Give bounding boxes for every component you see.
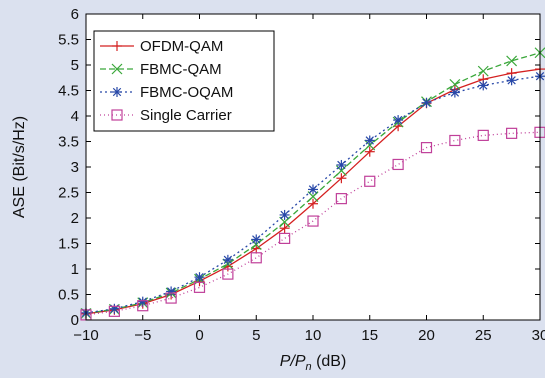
data-point bbox=[335, 193, 347, 205]
data-point bbox=[165, 292, 177, 304]
y-tick-label: 0.5 bbox=[58, 287, 79, 304]
data-point bbox=[308, 198, 318, 209]
x-tick-label: 0 bbox=[195, 327, 203, 344]
data-point bbox=[193, 281, 206, 293]
data-point bbox=[336, 159, 347, 170]
y-tick-label: 5.5 bbox=[58, 32, 79, 49]
legend-box bbox=[93, 30, 275, 132]
data-point bbox=[194, 272, 205, 283]
data-point bbox=[308, 184, 318, 195]
data-point bbox=[478, 80, 489, 91]
legend-label: OFDM-QAM bbox=[140, 38, 223, 55]
data-point bbox=[222, 268, 234, 280]
y-tick-label: 4 bbox=[71, 108, 79, 125]
y-axis-label: ASE (Bit/s/Hz) bbox=[11, 116, 28, 218]
data-point bbox=[421, 97, 432, 108]
legend-item: Single Carrier bbox=[100, 107, 232, 124]
x-tick-label: −10 bbox=[73, 327, 98, 344]
x-axis-label: P/Pn (dB) bbox=[280, 353, 347, 373]
data-point bbox=[364, 175, 376, 187]
data-point bbox=[109, 303, 120, 314]
legend-item: FBMC-OQAM bbox=[100, 84, 233, 101]
y-tick-label: 6 bbox=[71, 6, 79, 23]
series-layer bbox=[80, 47, 545, 321]
series-single-carrier bbox=[80, 126, 545, 321]
data-point bbox=[112, 41, 122, 51]
y-tick-label: 3.5 bbox=[58, 134, 79, 151]
data-point bbox=[279, 232, 291, 244]
legend-label: FBMC-OQAM bbox=[140, 84, 233, 101]
data-point bbox=[335, 165, 347, 176]
y-tick-label: 5 bbox=[71, 57, 79, 74]
legend-label: Single Carrier bbox=[140, 107, 232, 124]
x-tick-label: 25 bbox=[475, 327, 492, 344]
y-tick-label: 2 bbox=[71, 210, 79, 227]
y-tick-label: 4.5 bbox=[58, 83, 79, 100]
y-tick-label: 1.5 bbox=[58, 236, 79, 253]
data-point bbox=[477, 129, 489, 141]
y-tick-label: 1 bbox=[71, 261, 79, 278]
y-tick-label: 3 bbox=[71, 159, 79, 176]
x-axis-label-main: P/P bbox=[280, 353, 306, 370]
data-point bbox=[364, 146, 375, 157]
data-point bbox=[506, 55, 518, 67]
x-tick-label: −5 bbox=[134, 327, 151, 344]
y-tick-label: 0 bbox=[71, 312, 79, 329]
data-point bbox=[449, 78, 461, 90]
data-point bbox=[506, 75, 517, 86]
series-line bbox=[85, 75, 541, 314]
x-axis-label-unit: (dB) bbox=[312, 353, 347, 370]
data-point bbox=[250, 239, 262, 250]
legend-item: FBMC-QAM bbox=[100, 61, 222, 78]
x-tick-label: 20 bbox=[418, 327, 435, 344]
data-point bbox=[392, 158, 404, 171]
ticks-layer: −10 −5 0 5 10 15 20 25 30 0 0.5 1 1.5 2 2.5 3 3.5 4 4.5 5 5.… bbox=[58, 6, 545, 344]
series-line bbox=[85, 52, 541, 315]
legend-label: FBMC-QAM bbox=[140, 61, 222, 78]
data-point bbox=[279, 223, 290, 234]
x-tick-label: 10 bbox=[305, 327, 322, 344]
x-tick-label: 5 bbox=[252, 327, 260, 344]
data-point bbox=[137, 300, 149, 312]
data-point bbox=[108, 305, 120, 317]
series-line bbox=[85, 131, 541, 316]
data-point bbox=[251, 234, 262, 245]
x-axis-label-subscript: n bbox=[306, 361, 312, 373]
x-tick-label: 30 bbox=[532, 327, 545, 344]
data-point bbox=[449, 134, 461, 147]
data-point bbox=[279, 209, 290, 220]
data-point bbox=[222, 254, 233, 265]
legend-item: OFDM-QAM bbox=[100, 38, 223, 55]
legend: OFDM-QAM FBMC-QAM FBMC-OQAM Single Carrier bbox=[93, 30, 275, 132]
data-point bbox=[137, 296, 148, 307]
x-tick-label: 15 bbox=[361, 327, 378, 344]
y-tick-label: 2.5 bbox=[58, 185, 79, 202]
data-point bbox=[336, 173, 347, 184]
data-point bbox=[506, 127, 518, 139]
data-point bbox=[449, 87, 460, 98]
data-point bbox=[364, 135, 375, 146]
data-point bbox=[477, 65, 489, 77]
data-point bbox=[250, 252, 262, 264]
data-point bbox=[111, 63, 123, 75]
data-point bbox=[420, 142, 433, 154]
data-point bbox=[112, 87, 122, 97]
data-point bbox=[166, 286, 177, 297]
data-point bbox=[307, 215, 319, 227]
data-point bbox=[111, 109, 123, 121]
data-point bbox=[393, 115, 404, 126]
